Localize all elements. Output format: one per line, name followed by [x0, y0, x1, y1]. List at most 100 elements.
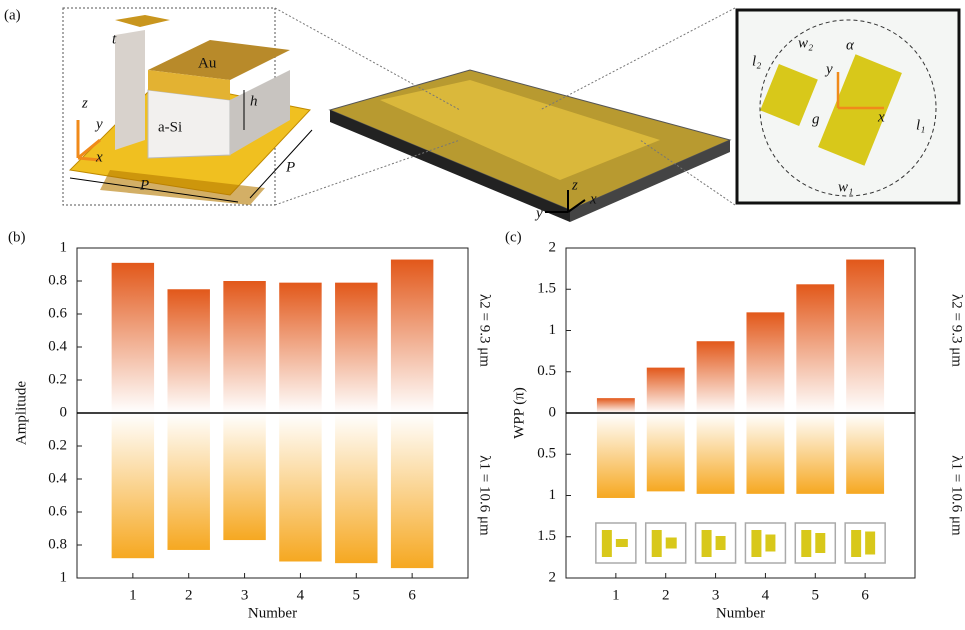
panel-a: (a) t Au h a-Si z y x P P z y x l₂ w₂ α …	[4, 7, 959, 222]
unit-icon-rod	[602, 530, 612, 557]
label: x	[589, 191, 597, 207]
panel-label: (c)	[505, 229, 522, 245]
bar	[335, 413, 377, 563]
label: g	[812, 111, 820, 127]
y-tick-label: 1.5	[537, 528, 556, 544]
bar	[647, 413, 685, 491]
x-tick-label: 3	[241, 587, 249, 603]
unit-icon-rod	[716, 536, 726, 550]
y-axis-label: Amplitude	[13, 381, 29, 446]
bar	[697, 413, 735, 494]
x-tick-label: 6	[408, 587, 416, 603]
series-label: λ1 = 10.6 μm	[477, 455, 493, 536]
y-tick-label: 0.4	[48, 338, 67, 354]
unit-icon-rod	[851, 530, 861, 557]
x-tick-label: 4	[297, 587, 305, 603]
x-tick-label: 2	[185, 587, 193, 603]
bar	[223, 281, 265, 413]
label: z	[81, 95, 88, 111]
label: Au	[198, 55, 217, 71]
bar	[846, 260, 884, 413]
bar	[597, 398, 635, 413]
label: l₁	[916, 117, 925, 133]
y-axis-label: WPP (π)	[511, 387, 527, 439]
y-tick-label: 2	[549, 569, 557, 585]
unit-icon-rod	[801, 530, 811, 557]
bar	[697, 341, 735, 413]
y-tick-label: 0	[60, 404, 68, 420]
label: y	[824, 61, 833, 77]
label: y	[94, 116, 103, 132]
figure: (a) t Au h a-Si z y x P P z y x l₂ w₂ α …	[0, 0, 965, 625]
x-tick-label: 3	[712, 587, 720, 603]
y-tick-label: 1	[549, 322, 557, 338]
y-tick-label: 0.5	[537, 363, 556, 379]
bar	[112, 413, 154, 558]
label: w₂	[798, 35, 813, 51]
bar	[279, 283, 321, 413]
y-tick-label: 1	[60, 569, 68, 585]
unit-icon-rod	[865, 532, 875, 555]
bar	[647, 368, 685, 413]
bar	[391, 413, 433, 568]
series-label: λ2 = 9.3 μm	[477, 294, 493, 367]
block-small	[115, 30, 145, 150]
label: x	[877, 109, 885, 125]
y-tick-label: 0.8	[48, 272, 67, 288]
x-tick-label: 2	[662, 587, 670, 603]
x-tick-label: 5	[353, 587, 361, 603]
unit-icon-rod	[666, 538, 677, 549]
y-tick-label: 0.5	[537, 446, 556, 462]
bar	[746, 413, 784, 494]
x-tick-label: 6	[861, 587, 869, 603]
label: P	[139, 177, 149, 193]
y-tick-label: 1	[60, 239, 68, 255]
unit-icon-rod	[616, 539, 628, 547]
y-tick-label: 0.2	[48, 437, 67, 453]
label: z	[571, 177, 578, 193]
label: a-Si	[158, 119, 182, 135]
label: α	[846, 37, 855, 53]
bar	[746, 312, 784, 413]
bar	[167, 413, 209, 550]
panel-label: (a)	[4, 7, 21, 23]
panel-label: (b)	[8, 229, 26, 245]
y-tick-label: 0.6	[48, 305, 67, 321]
y-tick-label: 2	[549, 239, 557, 255]
series-label: λ1 = 10.6 μm	[949, 455, 965, 536]
label: P	[285, 159, 295, 175]
x-tick-label: 1	[612, 587, 620, 603]
x-tick-label: 4	[762, 587, 770, 603]
unit-icon-rod	[751, 530, 761, 557]
unit-icon-rod	[815, 533, 825, 553]
bar	[279, 413, 321, 562]
x-tick-label: 1	[129, 587, 137, 603]
label: w₁	[838, 179, 853, 195]
label: x	[95, 149, 103, 165]
y-tick-label: 1	[549, 487, 557, 503]
bar	[112, 263, 154, 413]
label: y	[534, 205, 543, 221]
y-tick-label: 0	[549, 404, 557, 420]
unit-icon-rod	[652, 530, 662, 557]
label: h	[250, 93, 258, 109]
bar	[167, 289, 209, 413]
y-tick-label: 0.2	[48, 371, 67, 387]
y-tick-label: 0.6	[48, 503, 67, 519]
bar	[335, 283, 377, 413]
bar	[597, 413, 635, 498]
guide	[540, 8, 735, 110]
bar	[846, 413, 884, 494]
x-tick-label: 5	[812, 587, 820, 603]
bar	[223, 413, 265, 540]
label: l₂	[752, 53, 761, 69]
y-tick-label: 0.8	[48, 536, 67, 552]
cap-small	[115, 15, 170, 27]
bar	[391, 260, 433, 413]
x-axis-label: Number	[248, 605, 297, 621]
unit-icon-rod	[702, 530, 712, 557]
x-axis-label: Number	[716, 605, 765, 621]
bar	[796, 284, 834, 413]
y-tick-label: 1.5	[537, 281, 556, 297]
y-tick-label: 0.4	[48, 470, 67, 486]
